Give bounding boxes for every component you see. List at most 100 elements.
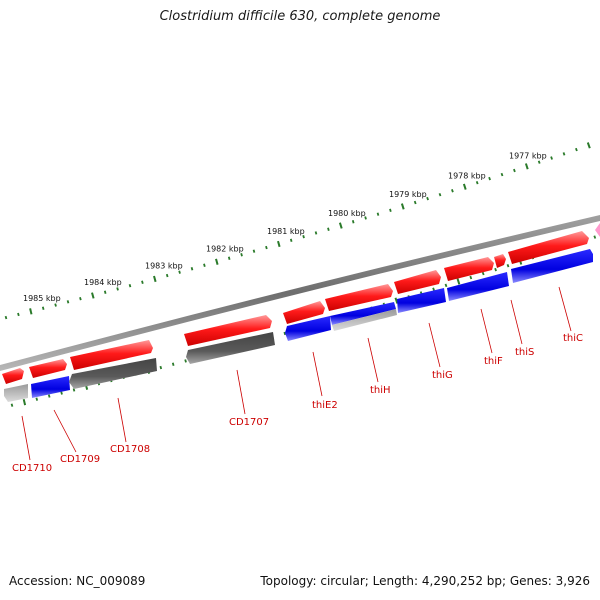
minor-tick: [227, 256, 231, 260]
minor-tick: [513, 168, 516, 173]
gene-cd1710-fwd[interactable]: [2, 368, 24, 384]
gene-label-thie2: thiE2: [312, 400, 338, 411]
minor-tick: [47, 394, 51, 398]
kbp-label: 1978 kbp: [448, 171, 486, 180]
minor-tick: [72, 388, 76, 392]
leader-cd1710: [21, 415, 31, 461]
major-tick: [153, 275, 157, 283]
leader-this: [510, 299, 523, 345]
leader-thif: [480, 308, 493, 354]
minor-tick: [488, 176, 491, 181]
minor-tick: [203, 263, 206, 267]
map-title: Clostridium difficile 630, complete geno…: [159, 9, 441, 24]
gene-cd1708-rev[interactable]: [69, 358, 157, 389]
gene-label-cd1709: CD1709: [60, 454, 100, 465]
gene-label-cd1710: CD1710: [12, 463, 52, 474]
minor-tick: [475, 180, 479, 185]
minor-tick: [17, 312, 20, 317]
kbp-label: 1977 kbp: [509, 151, 547, 160]
gene-thic-rev[interactable]: [511, 249, 593, 283]
minor-tick: [351, 220, 355, 224]
gene-label-thig: thiG: [432, 370, 453, 381]
accession-text: Accession: NC_009089: [9, 574, 146, 588]
gene-label-thih: thiH: [370, 385, 391, 396]
gene-cd1709-rev[interactable]: [31, 376, 70, 398]
major-tick: [215, 258, 219, 265]
gene-cd1707-rev[interactable]: [186, 332, 275, 364]
kbp-label: 1983 kbp: [145, 262, 183, 271]
major-tick: [29, 308, 33, 315]
kbp-label-layer: 1985 kbp 1984 kbp 1983 kbp 1982 kbp 1981 kbp…: [23, 151, 547, 302]
gene-thif-rev[interactable]: [447, 272, 509, 301]
minor-tick: [178, 270, 181, 274]
kbp-label: 1979 kbp: [389, 190, 427, 199]
major-tick: [524, 163, 529, 170]
minor-tick: [327, 227, 330, 231]
gene-label-this: thiS: [515, 347, 534, 358]
gene-thih-rev[interactable]: [330, 302, 396, 325]
minor-tick: [79, 296, 82, 301]
gene-partial-edge[interactable]: [595, 223, 600, 237]
minor-tick: [116, 287, 119, 291]
gene-cd1708-fwd[interactable]: [70, 340, 153, 370]
minor-tick: [41, 306, 45, 310]
major-tick: [22, 398, 27, 406]
gene-label-cd1707: CD1707: [229, 417, 269, 428]
reverse-strand-track: [4, 249, 593, 402]
minor-tick: [389, 208, 392, 212]
gene-thie2-rev[interactable]: [285, 316, 331, 341]
gene-this-fwd[interactable]: [494, 254, 506, 268]
minor-tick: [550, 156, 553, 160]
minor-tick: [413, 200, 417, 205]
leader-cd1708: [117, 397, 127, 443]
minor-tick: [159, 365, 163, 370]
kbp-label: 1985 kbp: [23, 294, 61, 303]
minor-tick: [469, 275, 473, 280]
minor-tick: [35, 397, 39, 401]
leader-thig: [428, 322, 441, 368]
minor-tick: [289, 238, 293, 243]
gene-label-thic: thiC: [563, 333, 583, 344]
minor-tick: [265, 245, 268, 250]
minor-tick: [500, 172, 504, 177]
kbp-label: 1980 kbp: [328, 209, 366, 218]
minor-tick: [141, 280, 144, 284]
major-tick: [277, 240, 281, 248]
gene-thic-fwd[interactable]: [508, 231, 589, 264]
minor-tick: [364, 216, 367, 220]
gene-label-thif: thiF: [484, 356, 503, 367]
minor-tick: [128, 283, 132, 288]
minor-tick: [575, 147, 578, 152]
label-leaders: [21, 286, 572, 461]
gene-label-cd1708: CD1708: [110, 444, 150, 455]
minor-tick: [10, 403, 14, 407]
major-tick: [586, 142, 591, 149]
minor-tick: [60, 391, 63, 395]
minor-tick: [171, 362, 175, 366]
minor-tick: [438, 192, 442, 197]
minor-tick: [252, 249, 256, 253]
major-tick: [400, 203, 405, 210]
minor-tick: [481, 271, 485, 276]
gene-cd1710-rev[interactable]: [4, 384, 28, 402]
gene-thie2-fwd[interactable]: [283, 301, 325, 324]
gene-thif-fwd[interactable]: [444, 257, 494, 281]
gene-cd1709-fwd[interactable]: [29, 359, 67, 378]
minor-tick: [4, 315, 8, 320]
kbp-label: 1984 kbp: [84, 278, 122, 287]
gene-cd1707-fwd[interactable]: [184, 315, 272, 346]
major-tick: [462, 183, 467, 190]
gene-thih-fwd[interactable]: [325, 284, 393, 311]
minor-tick: [66, 300, 70, 304]
gene-thig-rev[interactable]: [397, 288, 446, 313]
minor-tick: [314, 231, 318, 235]
genome-backbone: [0, 215, 600, 371]
minor-tick: [494, 267, 497, 272]
genome-stats-text: Topology: circular; Length: 4,290,252 bp…: [260, 574, 590, 588]
minor-tick: [302, 234, 305, 239]
minor-tick: [537, 160, 541, 164]
minor-tick: [593, 235, 597, 239]
major-tick: [456, 278, 461, 285]
minor-tick: [184, 359, 187, 363]
gene-thig-fwd[interactable]: [394, 270, 441, 294]
